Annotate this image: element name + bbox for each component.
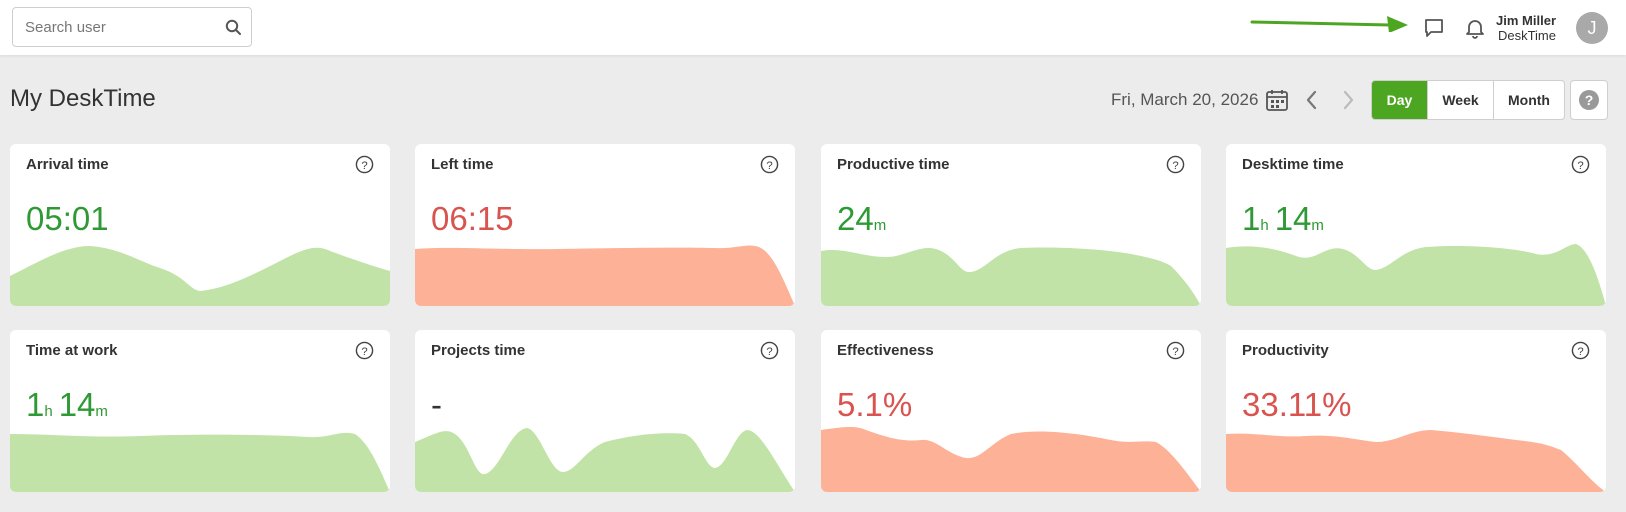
help-icon[interactable]: ? [1166, 155, 1185, 174]
trend-chart [10, 246, 390, 306]
green-arrow [1250, 16, 1408, 32]
avatar[interactable]: J [1576, 12, 1608, 44]
period-month-button[interactable]: Month [1493, 81, 1564, 119]
value-unit: m [873, 217, 887, 234]
value-unit: m [95, 403, 108, 420]
chevron-left-icon[interactable] [1302, 89, 1322, 111]
trend-chart [821, 247, 1201, 306]
bell-icon[interactable] [1462, 15, 1488, 41]
help-icon[interactable]: ? [760, 155, 779, 174]
value-number: 14 [1274, 200, 1312, 237]
card-value: 33.11% [1242, 386, 1352, 423]
search-box[interactable] [12, 7, 252, 47]
card-value: 24m [837, 199, 892, 246]
value-number: 24 [837, 200, 874, 237]
trend-chart [10, 432, 390, 492]
top-bar: Jim Miller DeskTime J [0, 0, 1626, 55]
card-title: Time at work [26, 342, 118, 359]
card-productive-time: Productive time ? 24m [821, 144, 1201, 306]
help-icon[interactable]: ? [355, 341, 374, 360]
chat-icon[interactable] [1421, 15, 1447, 41]
card-value: 06:15 [431, 200, 514, 237]
help-icon[interactable]: ? [760, 341, 779, 360]
current-date: Fri, March 20, 2026 [1111, 90, 1259, 109]
period-week-button[interactable]: Week [1427, 81, 1493, 119]
search-input[interactable] [13, 8, 213, 46]
user-name: Jim Miller [1496, 13, 1556, 28]
value-number: 14 [58, 386, 96, 423]
calendar-icon[interactable] [1265, 88, 1289, 112]
card-title: Effectiveness [837, 342, 934, 359]
value-unit: h [1260, 217, 1269, 234]
help-icon[interactable]: ? [355, 155, 374, 174]
value-number: 1 [1242, 200, 1261, 237]
svg-text:?: ? [361, 346, 367, 358]
value-unit: h [44, 403, 53, 420]
card-value: 05:01 [26, 200, 109, 237]
card-value: 1h 14m [1242, 199, 1330, 246]
period-day-button[interactable]: Day [1372, 81, 1427, 119]
period-selector: Day Week Month [1371, 80, 1565, 120]
card-title: Productivity [1242, 342, 1329, 359]
card-effectiveness: Effectiveness ? 5.1% [821, 330, 1201, 492]
trend-chart [415, 428, 795, 492]
svg-text:?: ? [1577, 346, 1583, 358]
trend-chart [415, 245, 795, 306]
card-value: 1h 14m [26, 385, 114, 432]
svg-text:?: ? [361, 160, 367, 172]
trend-chart [1226, 430, 1606, 492]
user-info[interactable]: Jim Miller DeskTime [1496, 13, 1556, 43]
card-left-time: Left time ? 06:15 [415, 144, 795, 306]
help-icon: ? [1579, 90, 1599, 110]
svg-text:?: ? [766, 160, 772, 172]
card-title: Desktime time [1242, 156, 1344, 173]
page-title: My DeskTime [10, 85, 156, 112]
chevron-right-icon[interactable] [1338, 89, 1358, 111]
card-title: Productive time [837, 156, 950, 173]
card-desktime-time: Desktime time ? 1h 14m [1226, 144, 1606, 306]
trend-chart [1226, 244, 1606, 306]
card-value: 5.1% [837, 386, 913, 423]
value-unit: m [1311, 217, 1324, 234]
user-company: DeskTime [1497, 28, 1556, 43]
card-time-at-work: Time at work ? 1h 14m [10, 330, 390, 492]
card-productivity: Productivity ? 33.11% [1226, 330, 1606, 492]
value-number: 1 [26, 386, 45, 423]
help-button[interactable]: ? [1570, 80, 1608, 120]
card-title: Arrival time [26, 156, 109, 173]
card-title: Left time [431, 156, 494, 173]
svg-text:?: ? [1172, 346, 1178, 358]
help-icon[interactable]: ? [1571, 155, 1590, 174]
svg-text:?: ? [1172, 160, 1178, 172]
card-value: - [431, 386, 442, 423]
svg-text:?: ? [1585, 92, 1594, 108]
search-icon[interactable] [225, 19, 241, 35]
help-icon[interactable]: ? [1166, 341, 1185, 360]
trend-chart [821, 426, 1201, 492]
card-projects-time: Projects time ? - [415, 330, 795, 492]
card-arrival-time: Arrival time ? 05:01 [10, 144, 390, 306]
svg-text:?: ? [1577, 160, 1583, 172]
date-display: Fri, March 20, 2026 [1100, 81, 1258, 119]
svg-text:?: ? [766, 346, 772, 358]
card-title: Projects time [431, 342, 526, 359]
help-icon[interactable]: ? [1571, 341, 1590, 360]
